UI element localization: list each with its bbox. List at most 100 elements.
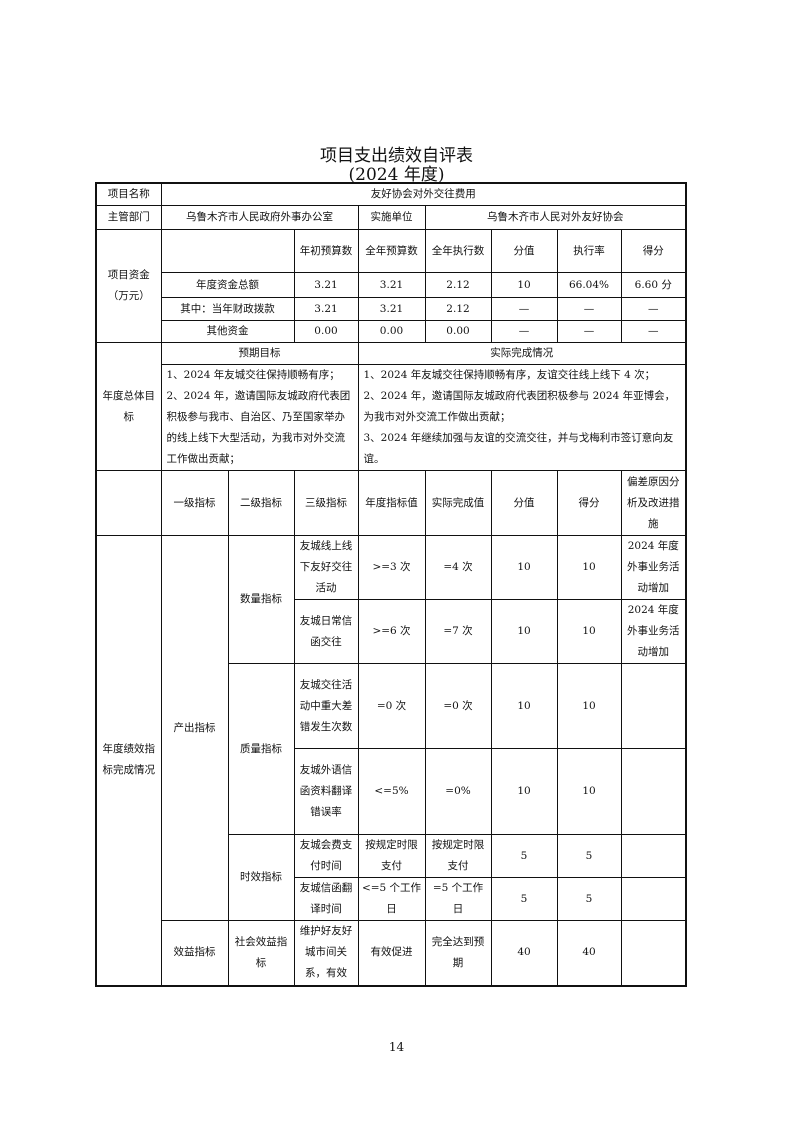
indicator-row: 年度绩效指标完成情况 产出指标 数量指标 友城线上线下友好交往活动 >=3 次 … [95, 535, 687, 986]
fund-header: 分值 [490, 229, 558, 273]
indicator-row: 时效指标 友城会费支付时间 按规定时限支付 按规定时限支付 5 5 [96, 834, 687, 921]
indicator-actual: 完全达到预期 [424, 920, 492, 986]
label-cell: 年度总体目标 [95, 342, 162, 471]
page-subtitle: (2024 年度) [348, 165, 445, 185]
fund-cell: 2.12 [424, 297, 492, 321]
indicator-header: 一级指标 [160, 470, 229, 536]
indicator-target: 按规定时限支付 [357, 834, 426, 878]
label-cell: 主管部门 [95, 205, 162, 230]
fund-cell: — [620, 297, 687, 321]
fund-cell: 0.00 [424, 320, 492, 343]
label-cell: 项目名称 [95, 182, 162, 206]
indicator-header: 二级指标 [227, 470, 295, 536]
indicator-header: 实际完成值 [424, 470, 492, 536]
fund-cell: 66.04% [556, 272, 622, 298]
indicator-score-value: 10 [490, 599, 558, 664]
indicator-row: 友城信函翻译时间 <=5 个工作日 =5 个工作日 5 5 [96, 877, 687, 921]
indicator-row: 友城外语信函资料翻译错误率 <=5% =0% 10 10 [96, 748, 687, 835]
fund-label: 其他资金 [160, 320, 295, 343]
label-cell: 实施单位 [357, 205, 426, 230]
indicator-header: 得分 [556, 470, 622, 536]
level2-cell: 时效指标 [227, 834, 295, 921]
indicator-target: >=6 次 [357, 599, 426, 664]
project-name-row: 项目名称 友好协会对外交往费用 [95, 182, 687, 206]
indicator-target: <=5% [357, 748, 426, 835]
indicator-score-value: 5 [490, 834, 558, 878]
indicator-note: 2024 年度外事业务活动增加 [620, 535, 687, 600]
fund-header: 年初预算数 [293, 229, 359, 273]
indicator-actual: =0 次 [424, 663, 492, 749]
fund-cell: 2.12 [424, 272, 492, 298]
indicator-actual: =4 次 [424, 535, 492, 600]
performance-table: 项目名称 友好协会对外交往费用 主管部门 乌鲁木齐市人民政府外事办公室 实施单位… [95, 182, 687, 987]
indicator-target: =0 次 [357, 663, 426, 749]
level1-cell: 效益指标 [160, 920, 229, 986]
actual-header: 实际完成情况 [357, 342, 687, 365]
indicator-name: 友城交往活动中重大差错发生次数 [293, 663, 359, 749]
indicator-row: 友城日常信函交往 >=6 次 =7 次 10 10 2024 年度外事业务活动增… [96, 599, 687, 664]
page-number: 14 [388, 1040, 405, 1054]
indicator-header: 年度指标值 [357, 470, 426, 536]
indicator-actual: =0% [424, 748, 492, 835]
level2-cell: 数量指标 [227, 535, 295, 664]
fund-cell: 3.21 [293, 272, 359, 298]
indicator-header: 分值 [490, 470, 558, 536]
indicator-note [620, 877, 687, 921]
indicator-header: 三级指标 [293, 470, 359, 536]
fund-header: 得分 [620, 229, 687, 273]
indicator-name: 友城外语信函资料翻译错误率 [293, 748, 359, 835]
goal-item: 2、2024 年，邀请国际友城政府代表团积极参与 2024 年亚博会，为我市对外… [363, 390, 676, 423]
fund-cell: 3.21 [357, 272, 426, 298]
fund-header: 全年预算数 [357, 229, 426, 273]
page-title: 项目支出绩效自评表 [320, 146, 473, 166]
indicator-score: 5 [556, 834, 622, 878]
indicator-actual: =7 次 [424, 599, 492, 664]
goals-header-row: 年度总体目标 预期目标 实际完成情况 [95, 342, 687, 471]
indicator-score-value: 5 [490, 877, 558, 921]
fund-label: 其中：当年财政拨款 [160, 297, 295, 321]
indicator-note [620, 748, 687, 835]
indicator-name: 友城信函翻译时间 [293, 877, 359, 921]
empty-cell [160, 229, 295, 273]
fund-cell: 0.00 [357, 320, 426, 343]
indicator-name: 友城会费支付时间 [293, 834, 359, 878]
fund-row: 其中：当年财政拨款 3.21 3.21 2.12 — — — [96, 297, 687, 321]
indicator-score: 10 [556, 663, 622, 749]
level2-cell: 社会效益指标 [227, 920, 295, 986]
indicator-score: 10 [556, 599, 622, 664]
indicator-score: 5 [556, 877, 622, 921]
indicator-row: 效益指标 社会效益指标 维护好友好城市间关系，有效 有效促进 完全达到预期 40… [96, 920, 687, 986]
fund-cell: 6.60 分 [620, 272, 687, 298]
fund-row: 年度资金总额 3.21 3.21 2.12 10 66.04% 6.60 分 [96, 272, 687, 298]
goal-item: 1、2024 年友城交往保持顺畅有序； [166, 369, 340, 381]
level2-cell: 质量指标 [227, 663, 295, 835]
fund-cell: — [490, 320, 558, 343]
project-name: 友好协会对外交往费用 [160, 182, 687, 206]
goal-item: 2、2024 年，邀请国际友城政府代表团积极参与我市、自治区、乃至国家举办的线上… [166, 390, 351, 465]
level1-cell: 产出指标 [160, 535, 229, 921]
indicator-target: 有效促进 [357, 920, 426, 986]
indicator-note [620, 663, 687, 749]
impl-unit-value: 乌鲁木齐市人民对外友好协会 [424, 205, 687, 230]
goal-item: 3、2024 年继续加强与友谊的交流交往，并与戈梅利市签订意向友谊。 [363, 432, 674, 465]
fund-cell: — [620, 320, 687, 343]
indicator-score: 10 [556, 748, 622, 835]
indicator-score-value: 10 [490, 535, 558, 600]
fund-label: 年度资金总额 [160, 272, 295, 298]
fund-cell: — [556, 320, 622, 343]
indicator-score: 40 [556, 920, 622, 986]
expected-goals: 1、2024 年友城交往保持顺畅有序； 2、2024 年，邀请国际友城政府代表团… [160, 364, 359, 471]
fund-header-row: 项目资金（万元） 年初预算数 全年预算数 全年执行数 分值 执行率 得分 [95, 229, 687, 343]
indicator-note [620, 834, 687, 878]
indicator-score-value: 40 [490, 920, 558, 986]
label-cell: 年度绩效指标完成情况 [95, 535, 162, 986]
indicator-target: <=5 个工作日 [357, 877, 426, 921]
indicator-header: 偏差原因分析及改进措施 [620, 470, 687, 536]
fund-cell: 3.21 [293, 297, 359, 321]
indicator-name: 维护好友好城市间关系，有效 [293, 920, 359, 986]
indicator-score: 10 [556, 535, 622, 600]
indicator-name: 友城日常信函交往 [293, 599, 359, 664]
empty-cell [95, 470, 162, 536]
label-cell: 项目资金（万元） [95, 229, 162, 343]
